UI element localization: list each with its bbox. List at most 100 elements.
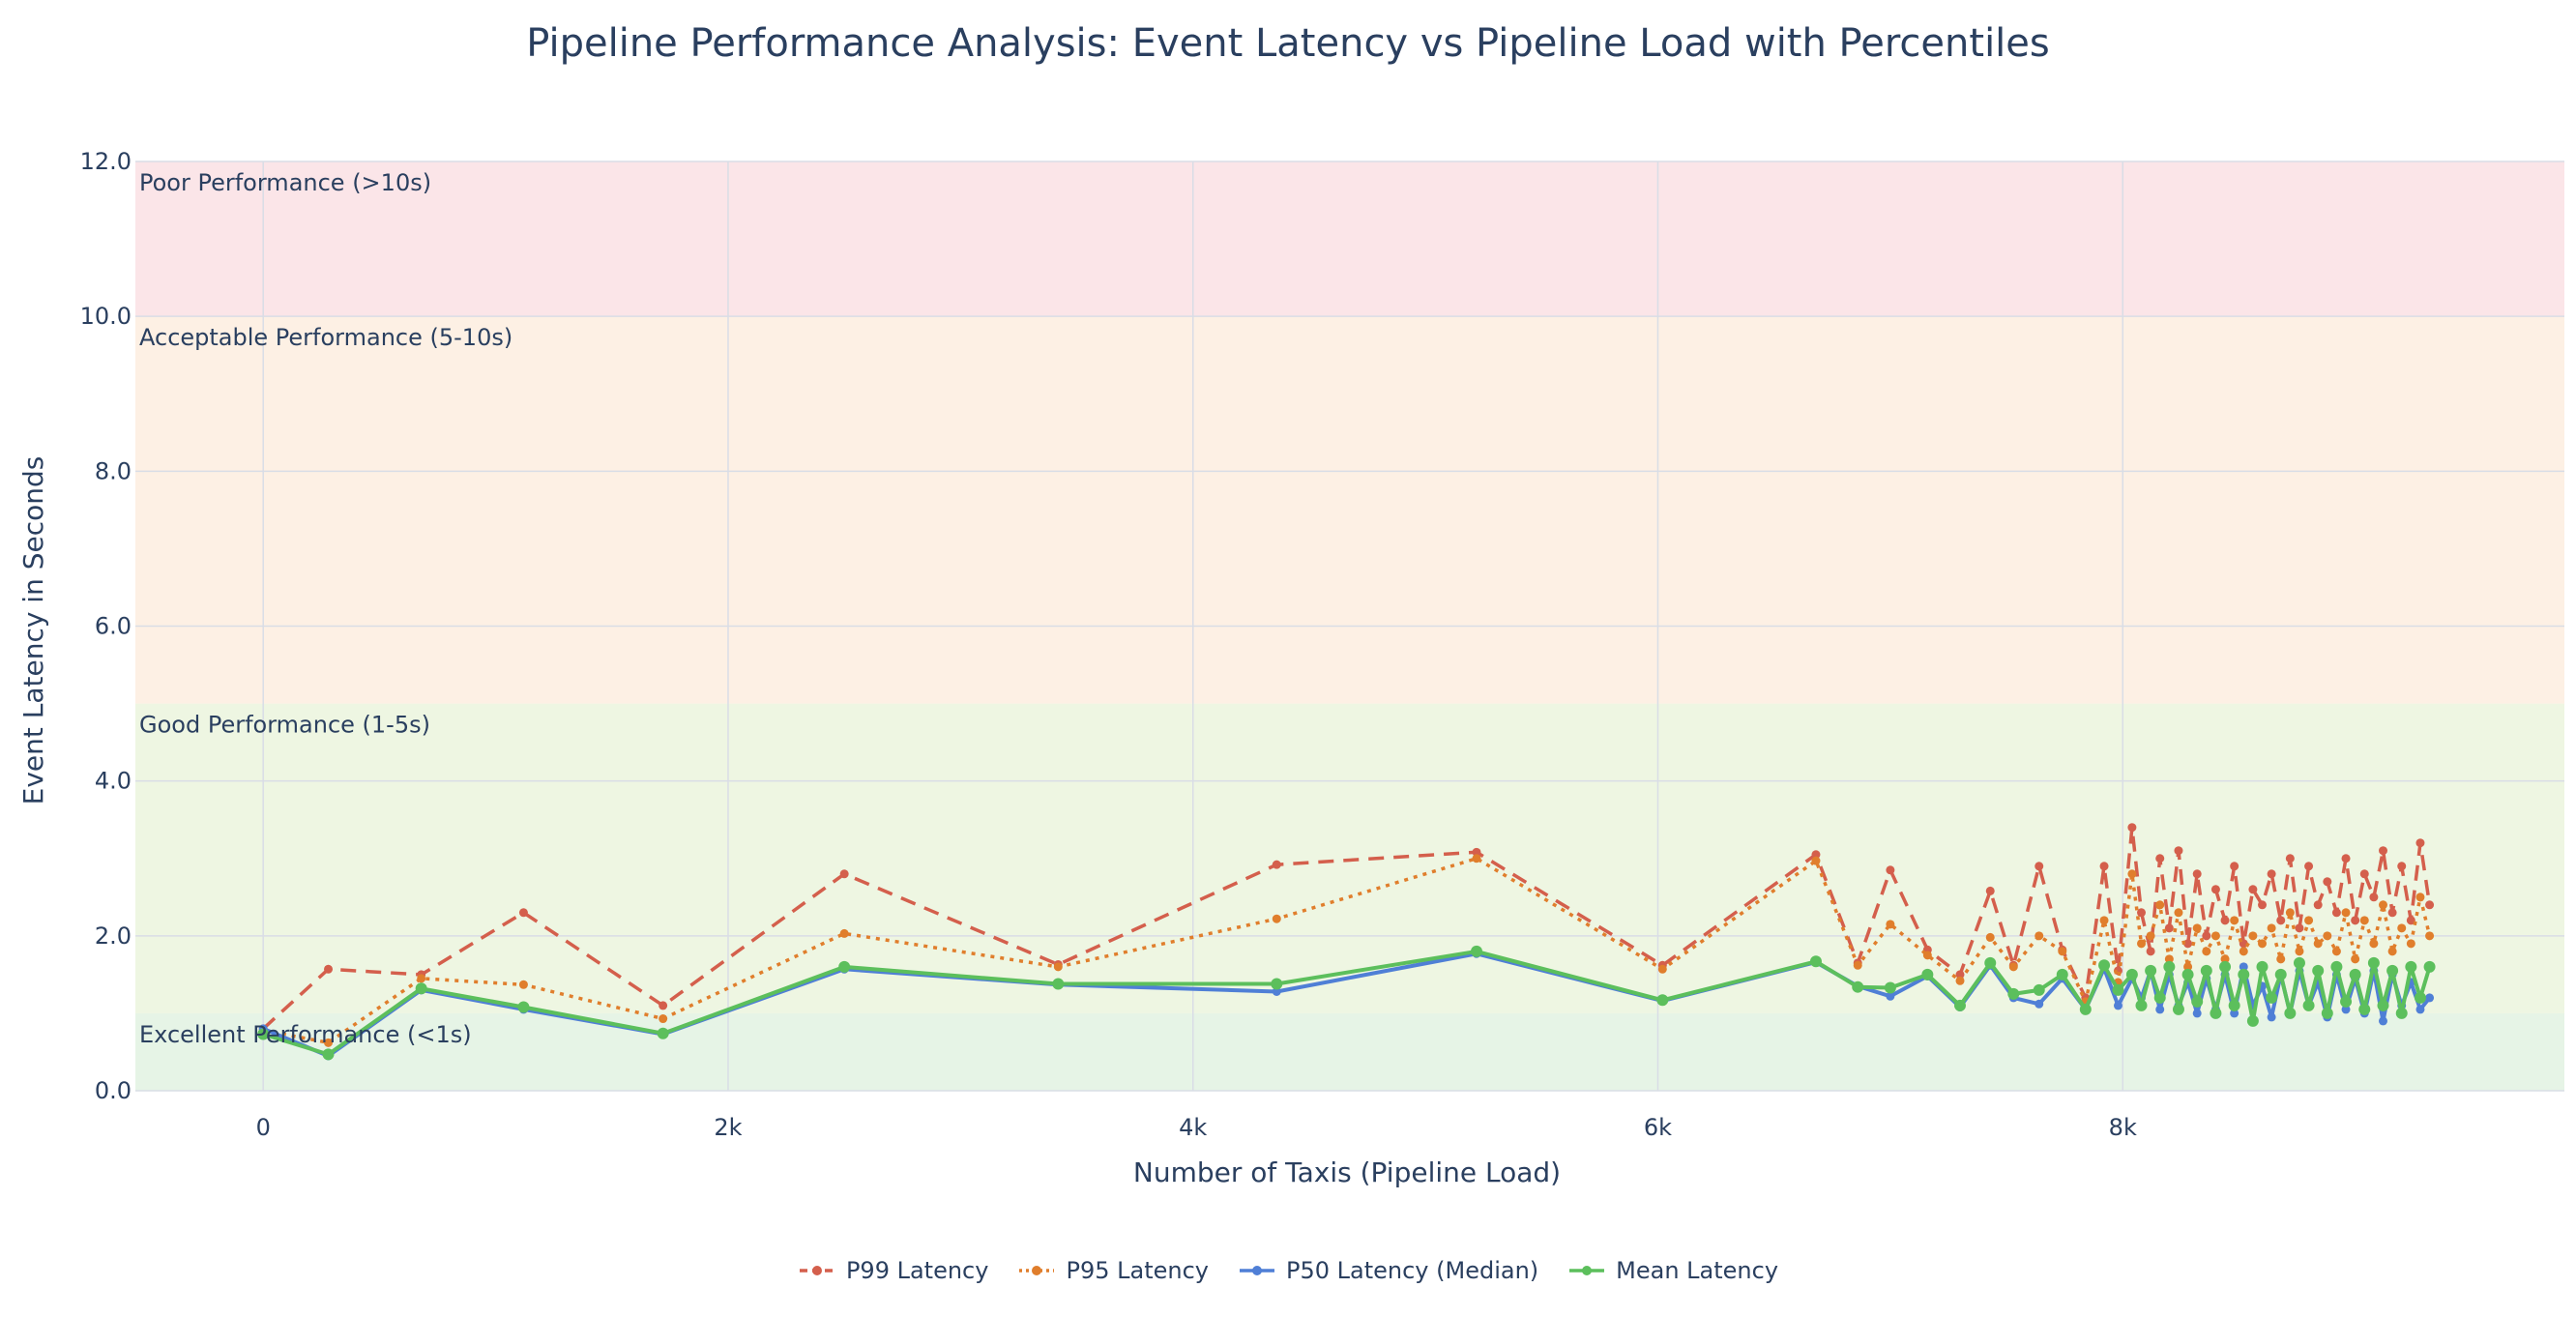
data-point-p99-latency: [2379, 846, 2388, 856]
data-point-mean-latency: [2312, 964, 2325, 977]
data-point-p99-latency: [659, 1001, 668, 1010]
chart-title: Pipeline Performance Analysis: Event Lat…: [526, 21, 2050, 66]
data-point-mean-latency: [2056, 968, 2068, 980]
data-point-p95-latency: [2379, 900, 2388, 910]
data-point-mean-latency: [2079, 1003, 2092, 1015]
y-tick-label: 4.0: [95, 768, 132, 795]
legend-item-mean-latency[interactable]: Mean Latency: [1567, 1257, 1778, 1284]
legend-item-p99-latency[interactable]: P99 Latency: [798, 1257, 988, 1284]
data-point-mean-latency: [2112, 983, 2124, 996]
data-point-p99-latency: [2295, 923, 2304, 933]
data-point-mean-latency: [2246, 1014, 2259, 1027]
data-point-p95-latency: [2164, 954, 2174, 964]
data-point-p99-latency: [2425, 900, 2435, 910]
data-point-p99-latency: [1955, 970, 1965, 980]
data-point-p99-latency: [1272, 860, 1281, 869]
data-point-p50-latency-median: [2267, 1012, 2276, 1022]
data-point-p95-latency: [2415, 893, 2425, 902]
y-tick-label: 8.0: [95, 457, 132, 484]
data-point-mean-latency: [1656, 994, 1669, 1007]
data-point-p99-latency: [2304, 862, 2314, 871]
data-point-mean-latency: [2238, 968, 2250, 980]
x-tick-label: 6k: [1644, 1114, 1672, 1141]
data-point-p95-latency: [2248, 931, 2258, 941]
data-point-p95-latency: [2146, 931, 2155, 941]
data-point-p95-latency: [2285, 908, 2295, 918]
data-point-p99-latency: [2285, 854, 2295, 863]
data-point-p95-latency: [2183, 962, 2193, 972]
data-point-mean-latency: [2349, 968, 2361, 980]
data-point-p95-latency: [324, 1038, 334, 1047]
data-point-p95-latency: [2220, 954, 2230, 964]
band-label-1: Good Performance (1-5s): [139, 712, 430, 739]
data-point-p95-latency: [2127, 869, 2137, 879]
data-point-p99-latency: [2323, 877, 2332, 887]
data-point-mean-latency: [1984, 956, 1997, 969]
data-point-p99-latency: [2387, 908, 2397, 918]
legend-swatch: [1569, 1266, 1605, 1275]
data-point-p95-latency: [2192, 923, 2202, 933]
data-point-p95-latency: [839, 928, 849, 938]
data-point-p95-latency: [2137, 939, 2147, 949]
data-point-p99-latency: [2415, 838, 2425, 848]
data-point-p99-latency: [2258, 900, 2268, 910]
data-point-p50-latency-median: [2192, 1009, 2202, 1018]
series-p95-latency: [258, 854, 2435, 1047]
data-point-p50-latency-median: [2034, 999, 2044, 1009]
data-point-p99-latency: [2210, 885, 2220, 894]
legend-swatch: [1239, 1266, 1274, 1275]
data-point-mean-latency: [657, 1027, 669, 1039]
data-point-p99-latency: [2202, 931, 2211, 941]
data-point-p99-latency: [518, 908, 528, 918]
data-point-mean-latency: [2405, 960, 2417, 973]
data-point-p99-latency: [1472, 847, 1481, 857]
legend-item-p50-latency-median[interactable]: P50 Latency (Median): [1238, 1257, 1538, 1284]
data-point-p99-latency: [1985, 886, 1995, 895]
data-point-p95-latency: [1922, 951, 1932, 960]
data-point-p50-latency-median: [1886, 991, 1895, 1001]
data-point-mean-latency: [2135, 999, 2148, 1011]
data-point-p95-latency: [2323, 931, 2332, 941]
data-point-p95-latency: [2276, 954, 2286, 964]
data-point-p95-latency: [2155, 900, 2165, 910]
data-point-mean-latency: [2340, 995, 2353, 1008]
data-point-mean-latency: [2284, 1007, 2297, 1019]
data-point-mean-latency: [2098, 959, 2111, 972]
y-axis-title: Event Latency in Seconds: [17, 456, 49, 805]
data-point-p95-latency: [2210, 931, 2220, 941]
series-mean-latency: [257, 945, 2436, 1061]
band-label-2: Acceptable Performance (5-10s): [139, 324, 512, 351]
data-point-mean-latency: [2163, 960, 2176, 973]
data-point-p99-latency: [2164, 923, 2174, 933]
data-point-p50-latency-median: [2379, 1016, 2388, 1026]
data-point-mean-latency: [2302, 999, 2315, 1011]
band-label-3: Poor Performance (>10s): [139, 169, 431, 196]
data-point-p95-latency: [2174, 908, 2183, 918]
data-point-p50-latency-median: [2239, 962, 2248, 972]
data-point-p99-latency: [324, 964, 334, 974]
band-2: [135, 316, 2564, 704]
data-point-mean-latency: [2256, 960, 2269, 973]
data-point-mean-latency: [1471, 945, 1483, 957]
data-point-mean-latency: [2274, 968, 2287, 980]
data-point-mean-latency: [1809, 955, 1822, 968]
data-point-mean-latency: [415, 982, 427, 995]
data-point-p50-latency-median: [1272, 986, 1281, 996]
data-point-p99-latency: [2155, 854, 2165, 863]
data-point-p95-latency: [2341, 908, 2351, 918]
data-point-p95-latency: [2058, 947, 2067, 956]
data-point-mean-latency: [1954, 999, 1967, 1011]
legend-swatch: [799, 1266, 834, 1275]
data-point-p99-latency: [2183, 939, 2193, 949]
legend-item-p95-latency[interactable]: P95 Latency: [1017, 1257, 1209, 1284]
data-point-mean-latency: [2033, 983, 2045, 996]
data-point-mean-latency: [2228, 999, 2240, 1011]
data-point-p95-latency: [2359, 916, 2369, 925]
x-tick-label: 8k: [2109, 1114, 2137, 1141]
data-point-p99-latency: [2137, 908, 2147, 918]
data-point-p95-latency: [518, 980, 528, 989]
x-axis-title: Number of Taxis (Pipeline Load): [1133, 1156, 1561, 1188]
data-point-p50-latency-median: [2425, 993, 2435, 1003]
